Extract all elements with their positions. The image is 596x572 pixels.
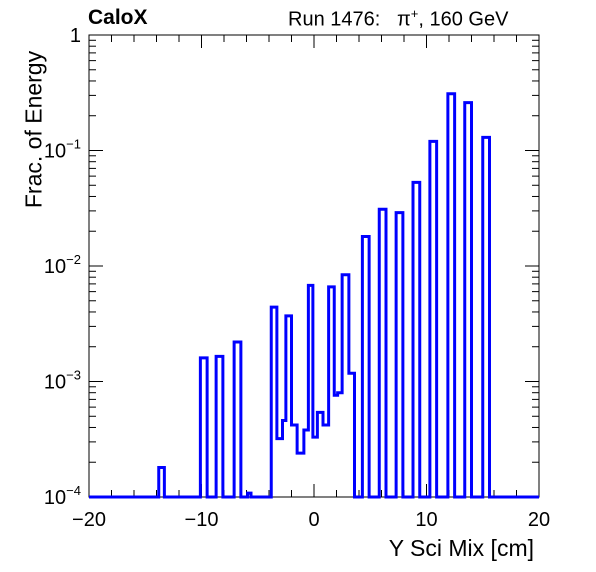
brand-label: CaloX	[88, 6, 148, 29]
histogram-bin	[323, 425, 329, 497]
beam-energy: , 160 GeV	[418, 8, 509, 31]
histogram-bin	[334, 395, 337, 497]
x-tick-label: 10	[415, 509, 437, 531]
histogram-series	[89, 92, 539, 499]
run-prefix: Run 1476:	[288, 8, 381, 31]
y-tick-label: 10−2	[44, 252, 81, 278]
y-tick-label: 10−1	[44, 137, 81, 163]
axis-ticks: −20 −10 0 10 20 1 10−1 10−2 10−3 10−4	[44, 25, 550, 531]
histogram-bin	[338, 393, 343, 497]
particle-charge: +	[410, 6, 419, 21]
y-tick-label: 1	[70, 25, 81, 47]
x-axis-label: Y Sci Mix [cm]	[388, 535, 534, 561]
x-tick-label: 0	[308, 509, 319, 531]
x-tick-label: −10	[185, 509, 219, 531]
histogram-bin	[277, 439, 283, 497]
x-tick-label: −20	[72, 509, 106, 531]
histogram-bin	[297, 453, 304, 497]
particle-symbol: π	[396, 8, 411, 31]
y-tick-label: 10−3	[44, 368, 81, 394]
y-tick-label: 10−4	[44, 483, 81, 509]
x-tick-label: 20	[528, 509, 550, 531]
run-info-label: Run 1476: π+, 160 GeV	[288, 6, 508, 32]
histogram-outline	[89, 92, 539, 499]
